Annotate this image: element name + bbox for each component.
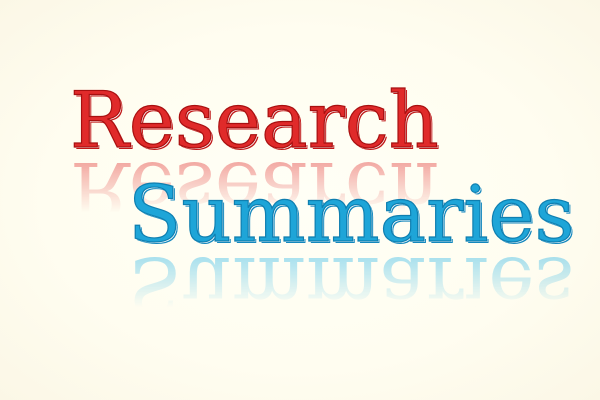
title-line2: Summaries <box>127 170 575 260</box>
title-line1: Research <box>69 76 439 166</box>
